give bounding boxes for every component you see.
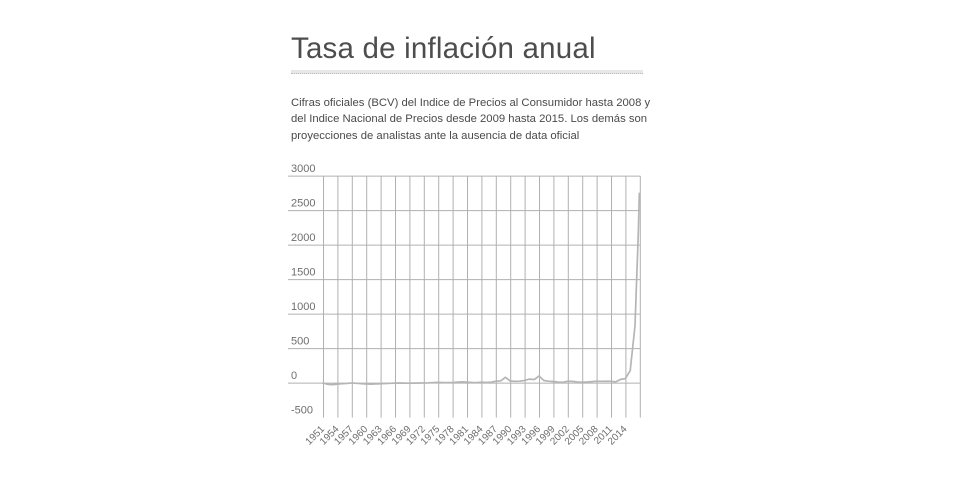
svg-text:-500: -500 — [291, 405, 313, 417]
svg-text:500: 500 — [291, 336, 309, 348]
svg-text:2500: 2500 — [291, 198, 315, 210]
svg-text:3000: 3000 — [291, 163, 315, 175]
svg-text:1500: 1500 — [291, 267, 315, 279]
svg-text:1000: 1000 — [291, 301, 315, 313]
svg-text:2000: 2000 — [291, 232, 315, 244]
svg-text:0: 0 — [291, 370, 297, 382]
